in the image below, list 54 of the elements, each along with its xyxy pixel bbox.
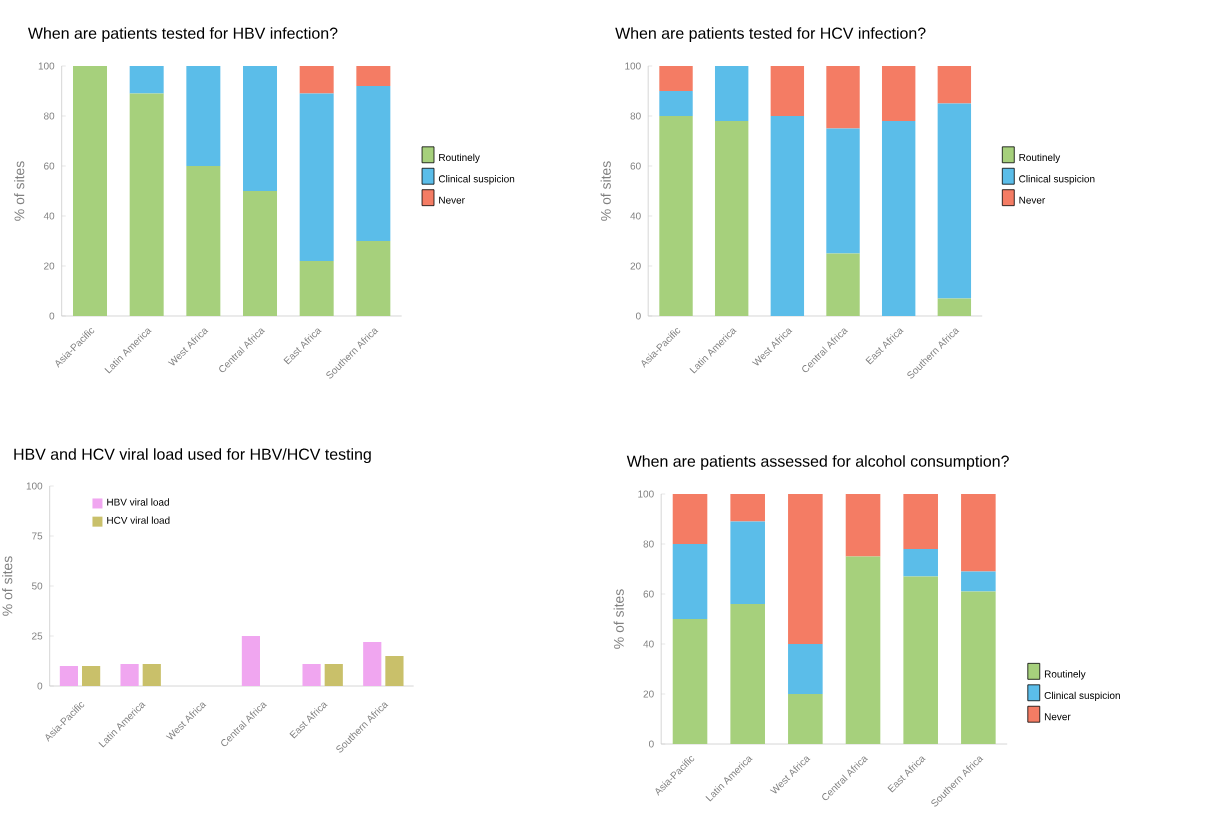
- bar: [243, 190, 278, 316]
- bar: [659, 90, 693, 116]
- bar: [714, 65, 749, 121]
- bar: [845, 556, 881, 744]
- bar: [299, 260, 334, 316]
- bar: [903, 549, 938, 577]
- bar: [672, 494, 708, 544]
- bar: [672, 544, 708, 619]
- bar: [356, 85, 391, 241]
- bar: [826, 253, 860, 316]
- bar: [826, 65, 860, 129]
- bar: [788, 644, 823, 694]
- bar: [788, 694, 823, 744]
- bar: [903, 494, 938, 549]
- bar: [730, 521, 765, 604]
- bar: [356, 65, 391, 86]
- bar: [129, 93, 164, 316]
- bar: [672, 619, 708, 744]
- bar: [903, 576, 938, 744]
- bar: [324, 664, 343, 686]
- bar: [243, 65, 278, 191]
- bar: [73, 65, 108, 316]
- bar: [881, 65, 916, 121]
- bar: [826, 128, 860, 254]
- bar: [186, 165, 221, 316]
- bar: [845, 494, 881, 557]
- bar: [82, 666, 101, 686]
- bar: [363, 642, 382, 686]
- bar: [241, 636, 261, 686]
- bar: [299, 65, 334, 94]
- bar: [961, 591, 996, 744]
- bar: [937, 103, 972, 299]
- bar: [937, 65, 972, 104]
- bar: [129, 65, 164, 94]
- bar: [142, 664, 161, 686]
- bar: [186, 65, 221, 166]
- bar: [937, 298, 972, 316]
- bar: [770, 115, 805, 316]
- bar: [770, 65, 805, 116]
- bar: [730, 494, 765, 522]
- bar: [385, 656, 404, 686]
- bar: [302, 664, 321, 686]
- bar: [730, 604, 765, 744]
- bar: [59, 666, 79, 686]
- bar: [788, 494, 823, 644]
- bar: [356, 240, 391, 316]
- bar: [659, 65, 693, 91]
- bar: [659, 115, 693, 316]
- bar: [961, 494, 996, 572]
- bar: [714, 120, 749, 316]
- bar: [881, 120, 916, 316]
- bar: [961, 571, 996, 592]
- bar: [120, 664, 139, 686]
- bar: [299, 93, 334, 261]
